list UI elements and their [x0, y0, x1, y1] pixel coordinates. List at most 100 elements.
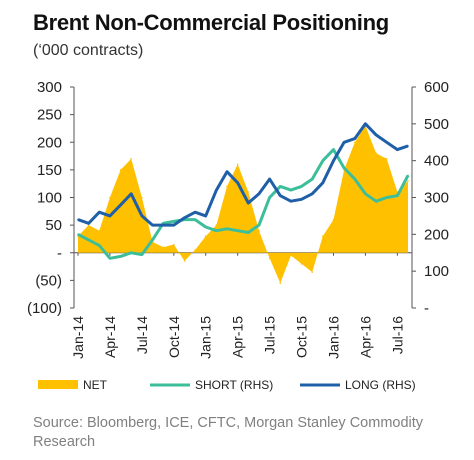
series-net-point: [215, 224, 218, 226]
series-long-rhs-point: [87, 222, 90, 225]
series-short-rhs-point: [396, 194, 399, 197]
series-short-rhs-point: [141, 253, 143, 256]
series-long-rhs-point: [354, 137, 356, 140]
x-tick-label: Jan-14: [70, 316, 86, 359]
series-long-rhs-point: [364, 123, 367, 125]
series-short-rhs-point: [87, 239, 90, 241]
series-net-point: [311, 271, 314, 273]
series-short-rhs-point: [98, 244, 101, 247]
left-tick-label: 300: [37, 79, 62, 96]
legend-short-rhs-label: SHORT (RHS): [195, 378, 273, 392]
series-net-point: [407, 180, 409, 182]
series-short-rhs-point: [354, 178, 356, 180]
series-long-rhs-point: [173, 224, 175, 226]
series-short-rhs-point: [173, 220, 175, 223]
series-long-rhs-point: [162, 224, 164, 226]
series-long-rhs-point: [109, 215, 111, 217]
series-short-rhs-point: [247, 231, 250, 234]
series-long-rhs-point: [194, 211, 196, 213]
series-net-point: [173, 243, 175, 246]
x-tick-label: Jan-16: [325, 316, 341, 359]
series-net-point: [279, 282, 282, 284]
series-long-rhs-point: [119, 204, 122, 206]
series-short-rhs-point: [300, 185, 303, 188]
series-net-point: [130, 158, 132, 160]
series-net-point: [258, 229, 260, 232]
left-tick-label: 200: [37, 134, 62, 151]
series-short-rhs-point: [226, 228, 228, 230]
left-tick-label: -: [57, 245, 62, 262]
left-tick-label: 100: [37, 190, 62, 207]
series-short-rhs-point: [385, 196, 388, 199]
chart-title: Brent Non-Commercial Positioning: [33, 10, 389, 35]
series-net-point: [141, 196, 143, 199]
legend-net-swatch: [38, 380, 78, 389]
series-long-rhs-point: [322, 182, 324, 184]
series-short-rhs-point: [268, 196, 271, 199]
series-long-rhs-point: [279, 194, 282, 197]
series-long-rhs-point: [183, 217, 186, 219]
legend-net-label: NET: [83, 378, 108, 392]
series-net-point: [204, 235, 207, 237]
series-short-rhs-point: [364, 193, 367, 195]
series-long-rhs-point: [311, 193, 314, 195]
series-net-point: [332, 218, 335, 221]
right-tick-label: -: [424, 300, 429, 317]
right-tick-label: 500: [424, 116, 449, 133]
series-net-point: [194, 249, 196, 251]
x-tick-label: Jan-15: [198, 316, 214, 359]
right-tick-label: 400: [424, 153, 449, 170]
series-net-area: [78, 125, 408, 284]
series-long-rhs-point: [343, 141, 345, 144]
series-long-rhs-point: [151, 224, 154, 226]
series-short-rhs-line: [77, 148, 410, 260]
left-tick-label: 50: [45, 217, 62, 234]
series-short-rhs-point: [332, 148, 335, 151]
x-tick-label: Jul-16: [389, 316, 405, 354]
series-short-rhs-point: [204, 226, 207, 228]
series-short-rhs-point: [258, 224, 260, 226]
x-tick-label: Oct-15: [294, 316, 310, 358]
series-long-rhs-point: [332, 159, 335, 162]
series-long-rhs-line: [77, 122, 409, 227]
series-short-rhs-point: [151, 239, 154, 241]
x-tick-label: Apr-14: [102, 316, 118, 358]
series-net-point: [354, 141, 356, 144]
right-tick-label: 300: [424, 190, 449, 207]
series-short-rhs-point: [215, 229, 218, 232]
series-long-rhs-point: [258, 193, 260, 195]
series-long-rhs-point: [98, 211, 101, 213]
x-tick-label: Oct-14: [166, 316, 182, 358]
x-tick-label: Apr-15: [230, 316, 246, 358]
series-short-rhs-point: [130, 252, 132, 254]
x-tick-label: Jul-15: [262, 316, 278, 354]
series-long-rhs-point: [236, 182, 239, 184]
series-net-point: [162, 246, 164, 248]
series-long-rhs-point: [226, 170, 228, 173]
legend-long-rhs-label: LONG (RHS): [345, 378, 416, 392]
series-long-rhs-point: [130, 193, 132, 195]
series-long-rhs-point: [247, 202, 250, 204]
series-short-rhs-point: [279, 185, 282, 188]
series-net-point: [322, 235, 324, 237]
series-long-rhs-point: [407, 145, 409, 147]
series-short-rhs-point: [311, 178, 314, 180]
left-tick-label: 150: [37, 162, 62, 179]
series-net-point: [119, 169, 122, 171]
series-net-point: [385, 158, 388, 160]
series-long-rhs-point: [300, 198, 303, 201]
left-tick-label: (100): [27, 300, 62, 317]
series-short-rhs-point: [322, 159, 324, 162]
chart-subtitle: (‘000 contracts): [33, 42, 144, 59]
series-net-point: [268, 257, 271, 260]
x-tick-label: Jul-14: [134, 316, 150, 354]
series-short-rhs-point: [109, 257, 111, 260]
series-net-point: [247, 191, 250, 193]
series-long-rhs-point: [141, 215, 143, 217]
series-net-point: [183, 260, 186, 262]
series-net-point: [375, 152, 377, 155]
series-long-rhs-point: [396, 148, 399, 151]
series-net-point: [236, 163, 239, 166]
